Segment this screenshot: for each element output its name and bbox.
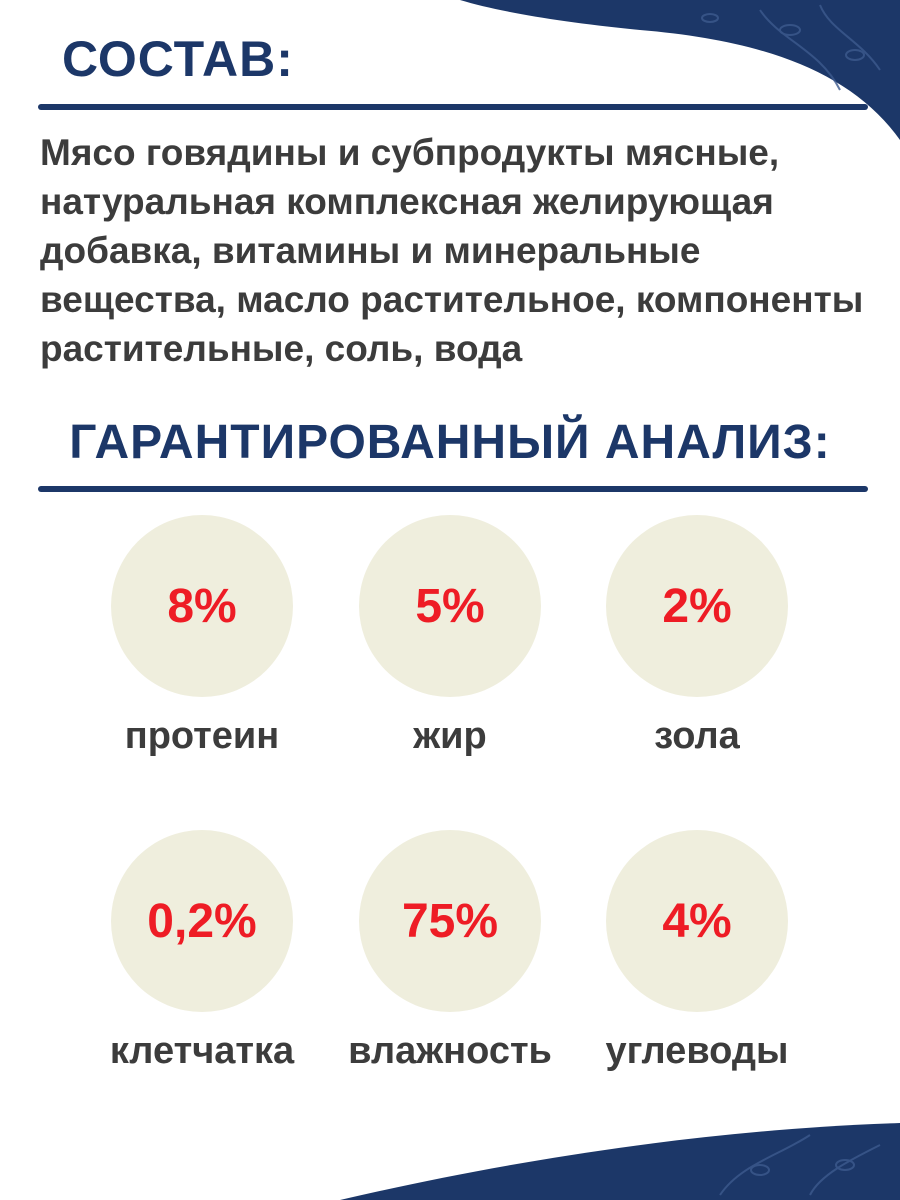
analysis-heading: ГАРАНТИРОВАННЫЙ АНАЛИЗ: <box>0 415 900 470</box>
heading-underline <box>38 104 868 110</box>
stat-circle: 8% <box>111 515 293 697</box>
decorative-floral-corner-bottom <box>340 1105 900 1200</box>
stat-label: протеин <box>82 715 322 758</box>
stat-moisture: 75% влажность <box>330 830 570 1073</box>
stat-value: 2% <box>662 579 731 634</box>
stat-label: клетчатка <box>82 1030 322 1073</box>
stat-protein: 8% протеин <box>82 515 322 758</box>
stat-value: 75% <box>402 894 498 949</box>
stat-label: влажность <box>330 1030 570 1073</box>
stat-value: 4% <box>662 894 731 949</box>
stat-value: 0,2% <box>147 894 256 949</box>
heading-underline <box>38 486 868 492</box>
stat-ash: 2% зола <box>577 515 817 758</box>
stat-label: жир <box>330 715 570 758</box>
stat-label: зола <box>577 715 817 758</box>
stat-carbohydrates: 4% углеводы <box>577 830 817 1073</box>
stat-circle: 4% <box>606 830 788 1012</box>
stat-fat: 5% жир <box>330 515 570 758</box>
stat-label: углеводы <box>577 1030 817 1073</box>
stat-value: 5% <box>415 579 484 634</box>
stat-value: 8% <box>167 579 236 634</box>
stat-circle: 75% <box>359 830 541 1012</box>
stat-fiber: 0,2% клетчатка <box>82 830 322 1073</box>
composition-text: Мясо говядины и субпродукты мясные, нату… <box>40 128 870 373</box>
stat-circle: 0,2% <box>111 830 293 1012</box>
composition-heading: СОСТАВ: <box>62 30 900 88</box>
stat-circle: 5% <box>359 515 541 697</box>
stat-circle: 2% <box>606 515 788 697</box>
